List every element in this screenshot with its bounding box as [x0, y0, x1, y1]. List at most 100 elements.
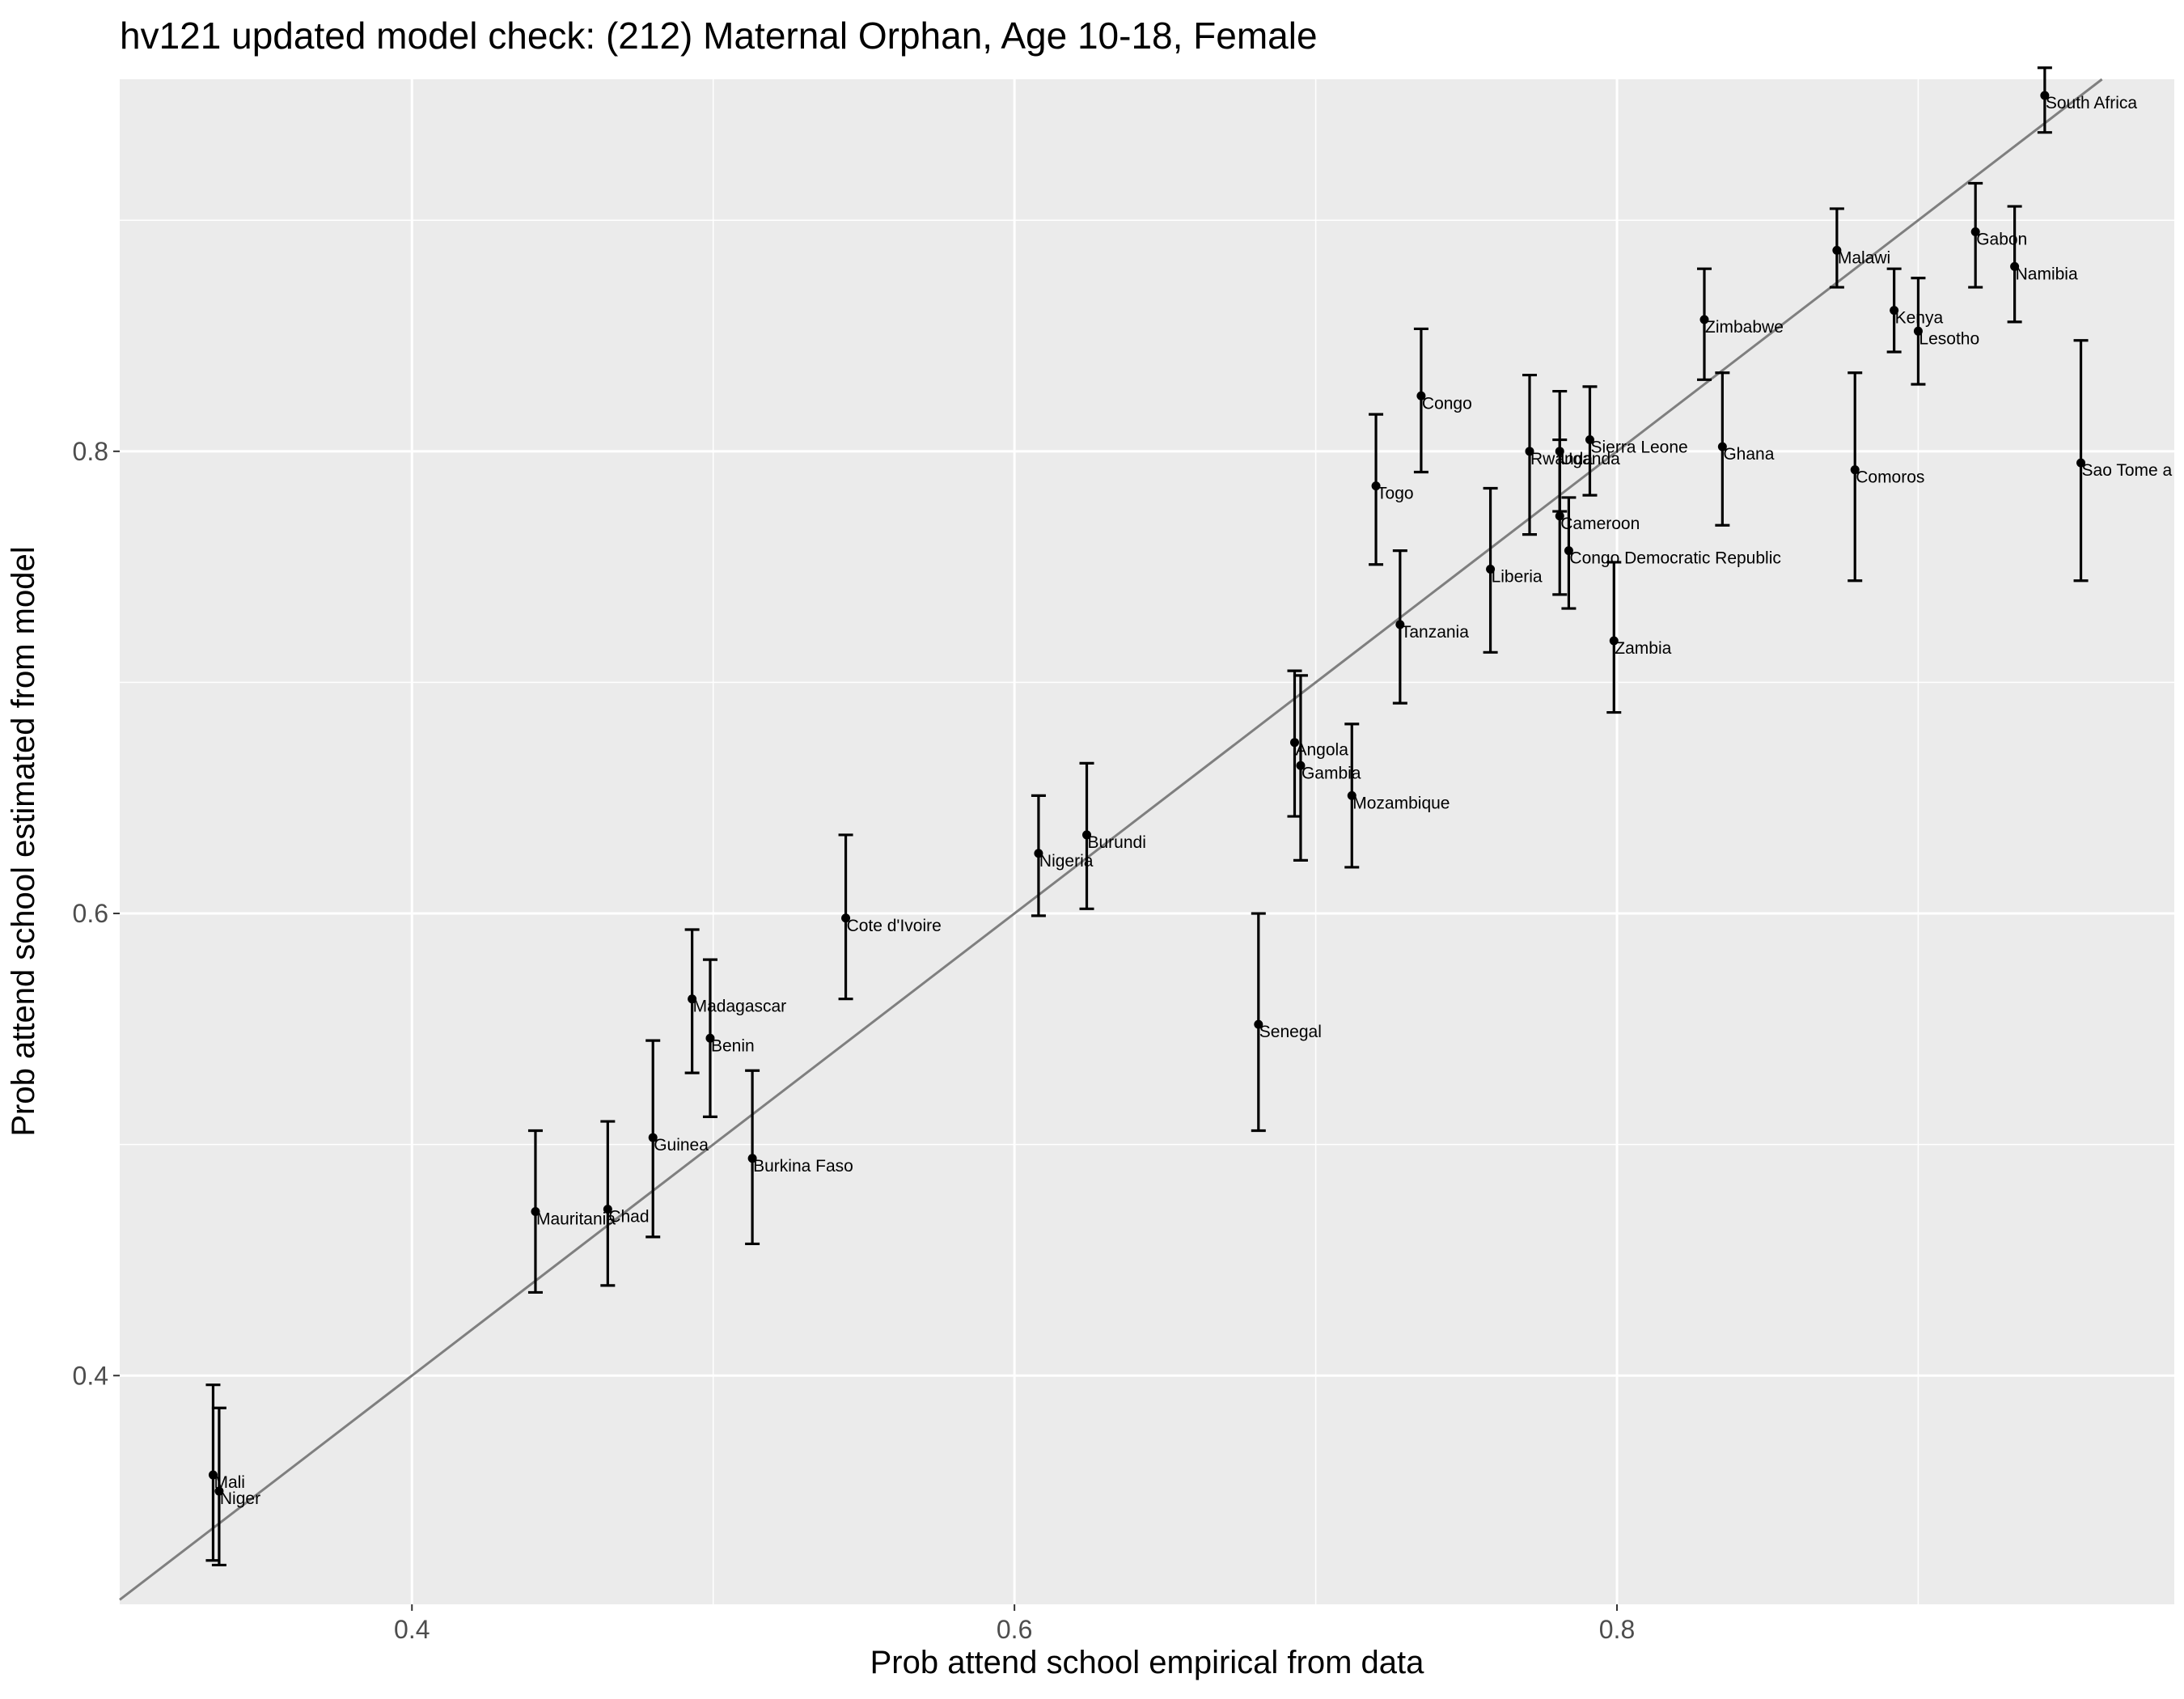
data-point-group: Nigeria — [1031, 794, 1094, 917]
data-point — [1832, 245, 1842, 255]
point-label: Burkina Faso — [753, 1157, 853, 1176]
data-point-group: Cote d'Ivoire — [838, 833, 942, 1001]
point-label: Namibia — [2016, 265, 2078, 283]
data-point-group: Senegal — [1251, 912, 1322, 1133]
data-point-group: Togo — [1369, 413, 1414, 566]
data-point — [2076, 458, 2086, 468]
data-point-group: Zambia — [1606, 561, 1672, 714]
data-point — [1970, 227, 1980, 236]
data-point — [1296, 761, 1306, 770]
point-label: Lesotho — [1919, 329, 1979, 348]
data-point — [1609, 636, 1619, 646]
data-point — [1254, 1019, 1263, 1029]
data-point-group: Congo Democratic Republic — [1561, 496, 1781, 610]
data-point-group: Lesotho — [1911, 277, 1979, 386]
data-point-group: Rwanda — [1522, 373, 1593, 536]
point-label: Senegal — [1259, 1023, 1322, 1041]
data-point — [2010, 261, 2020, 271]
point-label: Zambia — [1615, 639, 1671, 658]
x-axis-title: Prob attend school empirical from data — [870, 1645, 1425, 1680]
data-point-group: Mauritania — [527, 1129, 616, 1294]
point-label: Malawi — [1838, 248, 1890, 267]
data-point-group: Mozambique — [1344, 722, 1450, 869]
axis-ticks: 0.4 0.6 0.8 0.4 0.6 0.8 — [73, 437, 1636, 1644]
point-label: Niger — [220, 1489, 260, 1508]
data-point-group: Ghana — [1715, 371, 1775, 527]
point-label: Burundi — [1088, 833, 1146, 852]
data-point-group: Niger — [211, 1406, 260, 1567]
data-point — [1564, 546, 1573, 556]
x-tick-label: 0.8 — [1599, 1615, 1635, 1644]
data-point-group: Guinea — [645, 1039, 709, 1239]
point-label: Angola — [1295, 741, 1348, 760]
point-label: Chad — [608, 1208, 649, 1227]
data-point — [1555, 511, 1564, 521]
data-point — [688, 994, 697, 1004]
data-point — [1034, 849, 1043, 858]
point-label: Cote d'Ivoire — [847, 917, 942, 935]
data-point — [747, 1154, 757, 1163]
y-tick-label: 0.6 — [73, 899, 108, 928]
data-point — [531, 1206, 540, 1216]
data-point-group: Burundi — [1079, 761, 1146, 910]
x-tick-label: 0.6 — [997, 1615, 1032, 1644]
data-point — [1850, 465, 1860, 475]
data-point — [1395, 620, 1405, 629]
point-label: Congo — [1422, 394, 1472, 413]
data-point-group: Mali — [205, 1383, 245, 1562]
data-point-group: Congo — [1413, 327, 1472, 474]
data-point — [1486, 564, 1496, 574]
data-point-group: South Africa — [2037, 66, 2138, 134]
point-label: Benin — [711, 1036, 755, 1055]
data-point-group: Cameroon — [1552, 438, 1640, 596]
data-point — [2040, 91, 2050, 100]
point-label: Rwanda — [1530, 450, 1593, 468]
data-point-group: Benin — [702, 958, 755, 1118]
point-label: Mauritania — [536, 1210, 616, 1228]
y-axis-title: Prob attend school estimated from model — [6, 546, 41, 1136]
data-point-group: Malawi — [1829, 207, 1890, 289]
data-point-group: Liberia — [1483, 486, 1543, 654]
point-label: Comoros — [1856, 468, 1924, 487]
data-point — [705, 1033, 715, 1043]
point-label: Ghana — [1723, 445, 1774, 464]
point-label: Guinea — [654, 1136, 709, 1155]
data-point — [1371, 481, 1381, 491]
data-point — [1890, 306, 1899, 316]
point-label: Nigeria — [1039, 852, 1094, 871]
point-label: Liberia — [1492, 567, 1543, 586]
data-point-group: Chad — [600, 1120, 650, 1287]
point-label: Mozambique — [1352, 794, 1450, 812]
data-point — [1347, 790, 1357, 800]
data-point-group: Burkina Faso — [745, 1069, 853, 1246]
point-label: South Africa — [2046, 94, 2138, 112]
plot-panel — [120, 79, 2174, 1604]
y-tick-label: 0.4 — [73, 1361, 108, 1390]
data-point — [603, 1205, 612, 1214]
data-point-group: Tanzania — [1392, 549, 1469, 705]
point-label: Togo — [1377, 485, 1414, 503]
data-point-group: Comoros — [1848, 371, 1924, 583]
data-point — [208, 1470, 218, 1480]
point-label: Sao Tome a — [2082, 461, 2173, 480]
data-point-group: Sierra Leone — [1582, 385, 1688, 497]
data-point — [648, 1133, 658, 1142]
data-point — [1525, 447, 1534, 456]
data-point — [1913, 326, 1923, 336]
data-point-group: Zimbabwe — [1697, 267, 1784, 381]
data-point-group: Sao Tome a — [2073, 339, 2173, 583]
data-point — [1416, 391, 1426, 400]
point-label: Gambia — [1302, 764, 1361, 782]
reference-line-y-equals-x — [119, 78, 2103, 1601]
data-point-group: Gambia — [1293, 674, 1361, 862]
point-label: Gabon — [1976, 231, 2027, 249]
data-point — [1289, 738, 1299, 748]
data-point — [841, 913, 851, 923]
point-label: Cameroon — [1560, 515, 1640, 533]
data-point — [1717, 442, 1727, 451]
point-label: Mali — [214, 1473, 245, 1492]
data-point — [1699, 315, 1709, 324]
point-label: Sierra Leone — [1590, 439, 1687, 457]
